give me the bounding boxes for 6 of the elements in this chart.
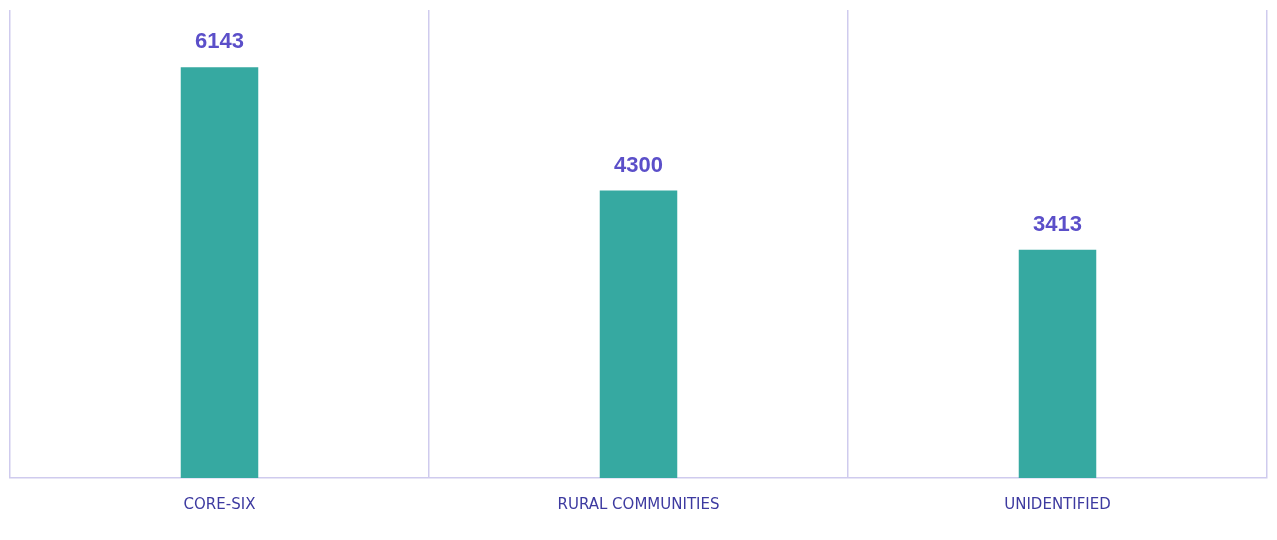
x-tick-label: CORE-SIX [183, 494, 256, 513]
x-tick-label: RURAL COMMUNITIES [557, 494, 720, 513]
data-label: 3413 [1033, 210, 1082, 236]
data-label: 6143 [195, 28, 244, 54]
data-label: 4300 [614, 151, 663, 177]
x-tick-label: UNIDENTIFIED [1004, 494, 1111, 513]
